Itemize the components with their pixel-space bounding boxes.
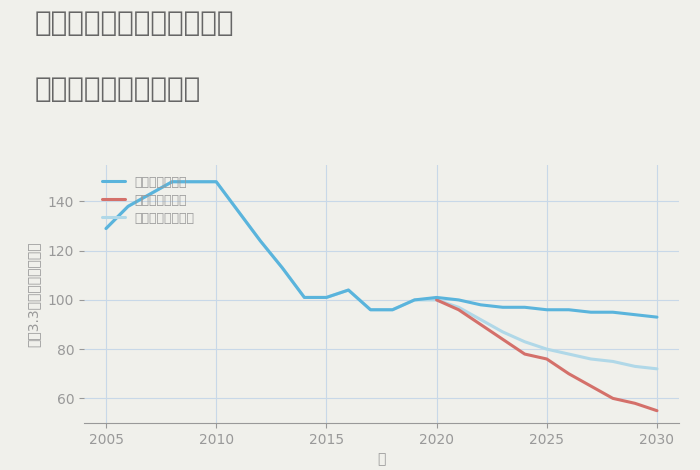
ノーマルシナリオ bbox=[102, 226, 110, 231]
Y-axis label: 坪（3.3㎡）単価（万円）: 坪（3.3㎡）単価（万円） bbox=[27, 241, 41, 346]
バッドシナリオ bbox=[542, 356, 551, 362]
グッドシナリオ bbox=[477, 302, 485, 308]
グッドシナリオ bbox=[454, 297, 463, 303]
バッドシナリオ bbox=[565, 371, 573, 376]
ノーマルシナリオ bbox=[542, 346, 551, 352]
ノーマルシナリオ bbox=[300, 295, 309, 300]
バッドシナリオ bbox=[631, 400, 639, 406]
グッドシナリオ bbox=[300, 295, 309, 300]
ノーマルシナリオ bbox=[366, 307, 375, 313]
バッドシナリオ bbox=[477, 321, 485, 327]
グッドシナリオ bbox=[190, 179, 198, 185]
ノーマルシナリオ bbox=[433, 297, 441, 303]
グッドシナリオ bbox=[389, 307, 397, 313]
ノーマルシナリオ bbox=[565, 351, 573, 357]
Legend: グッドシナリオ, バッドシナリオ, ノーマルシナリオ: グッドシナリオ, バッドシナリオ, ノーマルシナリオ bbox=[102, 176, 195, 225]
グッドシナリオ bbox=[653, 314, 662, 320]
バッドシナリオ bbox=[653, 408, 662, 414]
グッドシナリオ bbox=[609, 309, 617, 315]
ノーマルシナリオ bbox=[124, 204, 132, 209]
バッドシナリオ bbox=[587, 383, 595, 389]
グッドシナリオ bbox=[102, 226, 110, 231]
Text: 中古戸建ての価格推移: 中古戸建ての価格推移 bbox=[35, 75, 202, 103]
グッドシナリオ bbox=[498, 305, 507, 310]
グッドシナリオ bbox=[410, 297, 419, 303]
ノーマルシナリオ bbox=[521, 339, 529, 345]
グッドシナリオ bbox=[212, 179, 220, 185]
ノーマルシナリオ bbox=[477, 317, 485, 322]
グッドシナリオ bbox=[631, 312, 639, 318]
グッドシナリオ bbox=[587, 309, 595, 315]
Text: 兵庫県豊岡市但東町木村の: 兵庫県豊岡市但東町木村の bbox=[35, 9, 235, 38]
バッドシナリオ bbox=[454, 307, 463, 313]
ノーマルシナリオ bbox=[344, 287, 353, 293]
ノーマルシナリオ bbox=[256, 238, 265, 243]
Line: グッドシナリオ: グッドシナリオ bbox=[106, 182, 657, 317]
ノーマルシナリオ bbox=[498, 329, 507, 335]
グッドシナリオ bbox=[124, 204, 132, 209]
ノーマルシナリオ bbox=[234, 209, 242, 214]
ノーマルシナリオ bbox=[389, 307, 397, 313]
グッドシナリオ bbox=[565, 307, 573, 313]
ノーマルシナリオ bbox=[653, 366, 662, 372]
ノーマルシナリオ bbox=[454, 305, 463, 310]
グッドシナリオ bbox=[168, 179, 176, 185]
ノーマルシナリオ bbox=[146, 191, 154, 197]
グッドシナリオ bbox=[234, 209, 242, 214]
ノーマルシナリオ bbox=[212, 179, 220, 185]
グッドシナリオ bbox=[521, 305, 529, 310]
Line: ノーマルシナリオ: ノーマルシナリオ bbox=[106, 182, 657, 369]
グッドシナリオ bbox=[278, 265, 286, 271]
グッドシナリオ bbox=[146, 191, 154, 197]
ノーマルシナリオ bbox=[609, 359, 617, 364]
ノーマルシナリオ bbox=[278, 265, 286, 271]
ノーマルシナリオ bbox=[631, 364, 639, 369]
グッドシナリオ bbox=[433, 295, 441, 300]
ノーマルシナリオ bbox=[168, 179, 176, 185]
グッドシナリオ bbox=[366, 307, 375, 313]
ノーマルシナリオ bbox=[190, 179, 198, 185]
ノーマルシナリオ bbox=[410, 297, 419, 303]
グッドシナリオ bbox=[322, 295, 330, 300]
グッドシナリオ bbox=[542, 307, 551, 313]
Line: バッドシナリオ: バッドシナリオ bbox=[437, 300, 657, 411]
グッドシナリオ bbox=[256, 238, 265, 243]
バッドシナリオ bbox=[433, 297, 441, 303]
バッドシナリオ bbox=[498, 337, 507, 342]
ノーマルシナリオ bbox=[587, 356, 595, 362]
X-axis label: 年: 年 bbox=[377, 452, 386, 466]
グッドシナリオ bbox=[344, 287, 353, 293]
ノーマルシナリオ bbox=[322, 295, 330, 300]
バッドシナリオ bbox=[609, 396, 617, 401]
バッドシナリオ bbox=[521, 351, 529, 357]
